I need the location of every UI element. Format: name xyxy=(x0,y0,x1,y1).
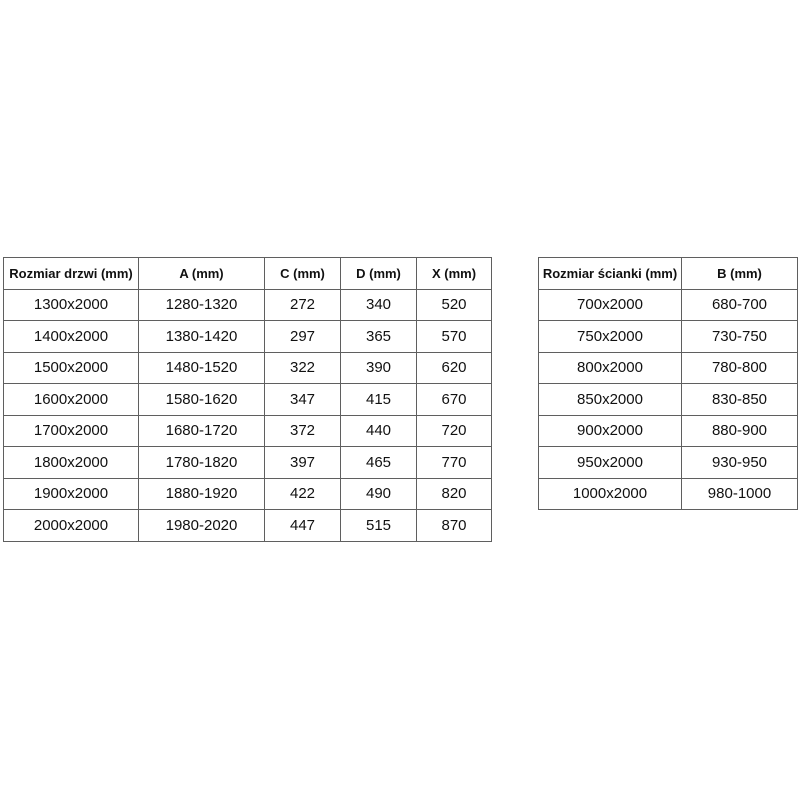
table-cell: 1680-1720 xyxy=(138,414,265,447)
table-cell: 620 xyxy=(416,351,492,384)
table-cell: 700x2000 xyxy=(538,288,682,321)
column-header: A (mm) xyxy=(138,257,265,290)
column-header: Rozmiar ścianki (mm) xyxy=(538,257,682,290)
table-row: 2000x2000 1980-2020 447 515 870 xyxy=(3,509,492,542)
table-cell: 770 xyxy=(416,446,492,479)
table-row: 1600x2000 1580-1620 347 415 670 xyxy=(3,383,492,416)
table-cell: 1280-1320 xyxy=(138,288,265,321)
table-row: 950x2000 930-950 xyxy=(538,446,798,479)
table-cell: 720 xyxy=(416,414,492,447)
table-cell: 1300x2000 xyxy=(3,288,139,321)
table-cell: 390 xyxy=(340,351,417,384)
door-dimensions-table: Rozmiar drzwi (mm) A (mm) C (mm) D (mm) X (m… xyxy=(3,257,492,542)
table-cell: 1600x2000 xyxy=(3,383,139,416)
column-header: Rozmiar drzwi (mm) xyxy=(3,257,139,290)
table-cell: 900x2000 xyxy=(538,414,682,447)
table-cell: 1780-1820 xyxy=(138,446,265,479)
table-cell: 1700x2000 xyxy=(3,414,139,447)
table-cell: 1000x2000 xyxy=(538,477,682,510)
table-cell: 800x2000 xyxy=(538,351,682,384)
table-cell: 1480-1520 xyxy=(138,351,265,384)
table-cell: 297 xyxy=(264,320,341,353)
table-cell: 930-950 xyxy=(681,446,798,479)
table-cell: 372 xyxy=(264,414,341,447)
table-row: 900x2000 880-900 xyxy=(538,414,798,447)
table-row: 1500x2000 1480-1520 322 390 620 xyxy=(3,351,492,384)
table-cell: 680-700 xyxy=(681,288,798,321)
table-cell: 830-850 xyxy=(681,383,798,416)
table-cell: 1400x2000 xyxy=(3,320,139,353)
table-cell: 780-800 xyxy=(681,351,798,384)
table-cell: 397 xyxy=(264,446,341,479)
header-row: Rozmiar drzwi (mm) A (mm) C (mm) D (mm) X (m… xyxy=(3,257,492,290)
table-cell: 322 xyxy=(264,351,341,384)
table-cell: 1500x2000 xyxy=(3,351,139,384)
table-cell: 415 xyxy=(340,383,417,416)
column-header: C (mm) xyxy=(264,257,341,290)
table-cell: 1900x2000 xyxy=(3,477,139,510)
table-row: 800x2000 780-800 xyxy=(538,351,798,384)
table-row: 1300x2000 1280-1320 272 340 520 xyxy=(3,288,492,321)
table-cell: 1980-2020 xyxy=(138,509,265,542)
table-cell: 447 xyxy=(264,509,341,542)
table-cell: 490 xyxy=(340,477,417,510)
table-cell: 820 xyxy=(416,477,492,510)
table-row: 700x2000 680-700 xyxy=(538,288,798,321)
table-row: 1900x2000 1880-1920 422 490 820 xyxy=(3,477,492,510)
table-cell: 980-1000 xyxy=(681,477,798,510)
column-header: X (mm) xyxy=(416,257,492,290)
table-cell: 520 xyxy=(416,288,492,321)
table-cell: 1880-1920 xyxy=(138,477,265,510)
table-cell: 880-900 xyxy=(681,414,798,447)
table-cell: 347 xyxy=(264,383,341,416)
table-row: 1700x2000 1680-1720 372 440 720 xyxy=(3,414,492,447)
table-row: 750x2000 730-750 xyxy=(538,320,798,353)
table-cell: 950x2000 xyxy=(538,446,682,479)
table-cell: 1580-1620 xyxy=(138,383,265,416)
table-cell: 2000x2000 xyxy=(3,509,139,542)
table-cell: 440 xyxy=(340,414,417,447)
table-cell: 272 xyxy=(264,288,341,321)
table-cell: 515 xyxy=(340,509,417,542)
table-cell: 570 xyxy=(416,320,492,353)
table-cell: 1800x2000 xyxy=(3,446,139,479)
table-cell: 730-750 xyxy=(681,320,798,353)
table-row: 1400x2000 1380-1420 297 365 570 xyxy=(3,320,492,353)
table-cell: 750x2000 xyxy=(538,320,682,353)
table-cell: 422 xyxy=(264,477,341,510)
table-row: 1000x2000 980-1000 xyxy=(538,477,798,510)
table-cell: 850x2000 xyxy=(538,383,682,416)
wall-dimensions-table: Rozmiar ścianki (mm) B (mm) 700x2000 680-70… xyxy=(538,257,798,510)
table-row: 850x2000 830-850 xyxy=(538,383,798,416)
header-row: Rozmiar ścianki (mm) B (mm) xyxy=(538,257,798,290)
table-cell: 365 xyxy=(340,320,417,353)
table-cell: 870 xyxy=(416,509,492,542)
table-cell: 670 xyxy=(416,383,492,416)
table-cell: 465 xyxy=(340,446,417,479)
table-row: 1800x2000 1780-1820 397 465 770 xyxy=(3,446,492,479)
column-header: B (mm) xyxy=(681,257,798,290)
table-cell: 1380-1420 xyxy=(138,320,265,353)
column-header: D (mm) xyxy=(340,257,417,290)
table-cell: 340 xyxy=(340,288,417,321)
